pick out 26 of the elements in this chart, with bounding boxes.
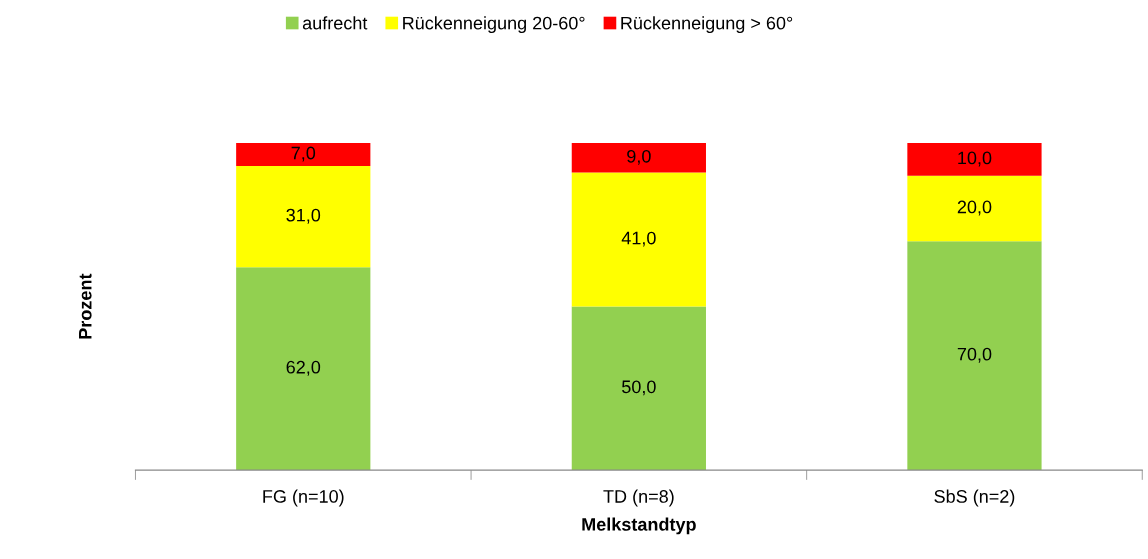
bar — [236, 267, 371, 471]
bar — [907, 241, 1042, 471]
bar — [907, 175, 1042, 242]
data-label: 62,0 — [286, 360, 321, 376]
bar — [571, 172, 706, 307]
data-label: 70,0 — [957, 347, 992, 363]
data-label: 41,0 — [621, 231, 656, 247]
x-axis-title: Melkstandtyp — [582, 517, 696, 535]
bar — [236, 143, 371, 166]
data-label: 20,0 — [957, 200, 992, 216]
bar — [571, 306, 706, 471]
bar — [236, 166, 371, 268]
data-label: 50,0 — [622, 380, 656, 396]
y-axis-title: Prozent — [79, 273, 92, 339]
data-label: 7,0 — [291, 146, 316, 162]
legend-label: aufrecht — [302, 16, 368, 30]
x-tick-label: FG (n=10) — [263, 489, 344, 507]
data-label: 9,0 — [627, 149, 651, 165]
data-label: 31,0 — [286, 208, 321, 224]
data-label: 10,0 — [958, 151, 992, 167]
legend-label: Rückenneigung > 60° — [621, 16, 793, 34]
bar — [571, 143, 706, 173]
bar — [907, 143, 1042, 176]
x-tick-label: TD (n=8) — [603, 489, 674, 507]
x-tick-label: SbS (n=2) — [934, 489, 1015, 507]
legend-label: Rückenneigung 20-60° — [403, 16, 585, 34]
